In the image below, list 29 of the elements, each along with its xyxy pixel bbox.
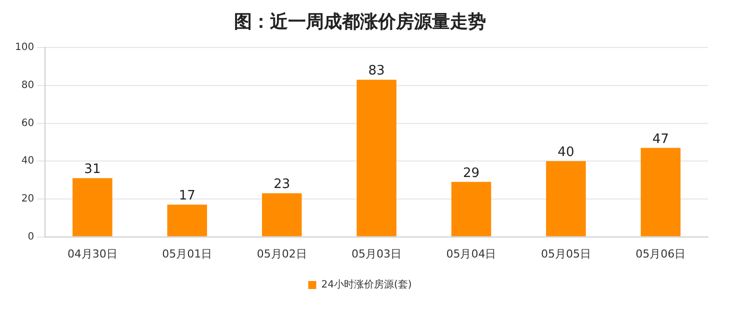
data-label: 31 [84, 162, 101, 178]
data-label: 23 [274, 177, 290, 192]
y-tick-label: 100 [14, 42, 34, 54]
bar [356, 80, 396, 236]
x-tick-label: 05月05日 [540, 247, 591, 260]
chart-title: 图：近一周成都涨价房源量走势 [234, 11, 486, 32]
legend-label: 24小时涨价房源(套) [321, 278, 412, 291]
bar [640, 148, 681, 236]
y-tick-label: 40 [21, 156, 34, 167]
data-label: 47 [652, 132, 669, 147]
data-label: 83 [368, 64, 385, 79]
y-tick-label: 20 [21, 194, 34, 205]
data-label: 17 [178, 188, 196, 204]
x-tick-label: 05月04日 [446, 247, 496, 260]
bar [167, 204, 208, 236]
x-tick-label: 04月30日 [67, 247, 118, 260]
bar [72, 178, 112, 236]
x-tick-label: 05月06日 [636, 247, 686, 260]
y-tick-label: 0 [28, 231, 34, 242]
x-tick-label: 05月03日 [352, 247, 402, 260]
y-tick-label: 60 [21, 118, 34, 129]
y-tick-label: 80 [21, 80, 34, 92]
x-tick-label: 05月02日 [256, 247, 307, 260]
data-label: 29 [462, 166, 480, 181]
bar [262, 193, 302, 236]
bar [546, 161, 586, 236]
x-tick-label: 05月01日 [162, 247, 212, 260]
bar [451, 182, 492, 236]
data-label: 40 [558, 144, 574, 160]
